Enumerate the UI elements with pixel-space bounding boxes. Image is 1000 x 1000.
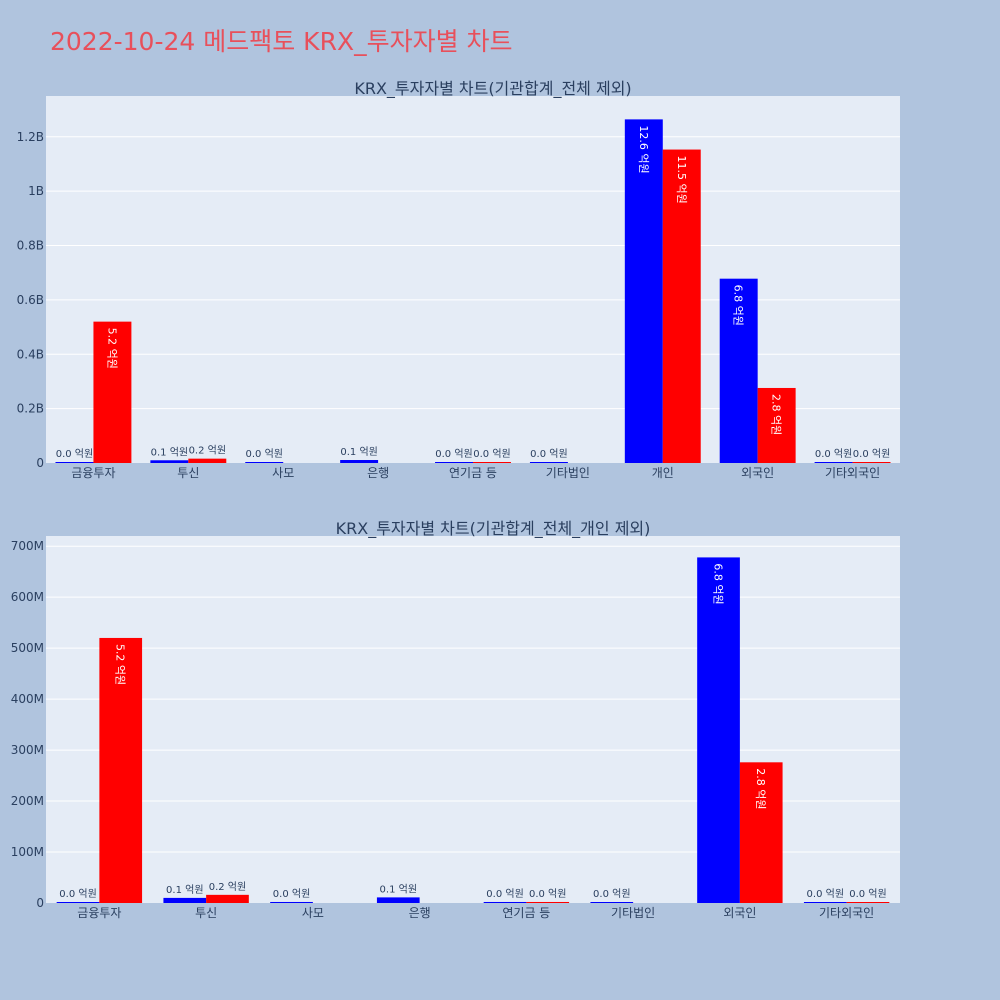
x-tick-label: 기타법인 <box>546 466 590 480</box>
data-label: 5.2 억원 <box>114 644 127 685</box>
data-label: 5.2 억원 <box>105 328 118 369</box>
bar-buy <box>245 462 284 463</box>
y-tick-label: 1B <box>28 184 44 198</box>
data-label: 0.1 억원 <box>380 883 417 895</box>
bar-sell <box>757 387 796 463</box>
y-tick-label: 0.8B <box>17 239 44 253</box>
data-label: 0.0 억원 <box>273 888 310 900</box>
y-tick-label: 0.6B <box>17 293 44 307</box>
data-label: 0.0 억원 <box>473 448 510 460</box>
bar-buy <box>435 462 473 463</box>
data-label: 0.1 억원 <box>340 446 377 458</box>
x-tick-label: 투신 <box>177 466 199 480</box>
data-label: 0.0 억원 <box>593 888 630 900</box>
x-tick-label: 개인 <box>652 466 674 480</box>
y-tick-label: 0.4B <box>17 347 44 361</box>
bar-sell <box>206 894 249 903</box>
y-tick-label: 100M <box>11 845 44 859</box>
y-tick-label: 1.2B <box>17 130 44 144</box>
x-tick-label: 외국인 <box>723 906 756 920</box>
page-title: 2022-10-24 메드팩토 KRX_투자자별 차트 <box>50 27 513 56</box>
x-tick-label: 은행 <box>367 465 389 480</box>
bar-buy <box>150 460 189 463</box>
data-label: 6.8 억원 <box>712 563 725 604</box>
bar-sell <box>93 321 132 463</box>
chart-title: KRX_투자자별 차트(기관합계_전체_개인 제외) <box>336 519 651 539</box>
bar-sell <box>526 901 570 903</box>
x-tick-label: 투신 <box>195 906 217 920</box>
x-tick-label: 기타법인 <box>611 906 655 920</box>
bar-sell <box>852 462 891 463</box>
chart-title: KRX_투자자별 차트(기관합계_전체 제외) <box>354 79 631 99</box>
chart-bottom: KRX_투자자별 차트(기관합계_전체_개인 제외) 0 100M 200M 300M 4… <box>11 519 900 920</box>
data-label: 0.0 억원 <box>246 448 283 460</box>
y-tick-label: 300M <box>11 743 44 757</box>
bar-sell <box>739 762 783 903</box>
data-label: 0.1 억원 <box>166 884 203 896</box>
chart-top: KRX_투자자별 차트(기관합계_전체 제외) 0 0.2B 0.4B 0.6B 0.8B… <box>17 79 900 480</box>
bar-buy <box>56 902 100 903</box>
x-tick-label: 사모 <box>302 906 324 920</box>
x-tick-label: 연기금 등 <box>502 906 550 920</box>
x-tick-label: 금융투자 <box>77 906 121 920</box>
data-label: 0.1 억원 <box>151 446 188 458</box>
data-label: 0.0 억원 <box>530 448 567 460</box>
x-tick-label: 기타외국인 <box>819 906 874 920</box>
data-label: 0.0 억원 <box>59 888 96 900</box>
bar-buy <box>803 902 847 903</box>
x-tick-label: 금융투자 <box>71 466 115 480</box>
y-tick-label: 500M <box>11 641 44 655</box>
bar-buy <box>814 462 853 463</box>
y-tick-label: 0 <box>36 456 44 470</box>
bar-sell <box>662 149 701 463</box>
bar-buy <box>55 462 94 463</box>
data-label: 0.0 억원 <box>486 888 523 900</box>
x-tick-label: 은행 <box>409 905 431 920</box>
y-tick-label: 400M <box>11 692 44 706</box>
data-label: 0.2 억원 <box>209 881 246 893</box>
bar-buy <box>590 902 634 903</box>
x-tick-label: 사모 <box>272 466 294 480</box>
bar-buy <box>697 557 740 903</box>
data-label: 0.2 억원 <box>189 445 226 457</box>
data-label: 11.5 억원 <box>675 156 688 204</box>
data-label: 0.0 억원 <box>807 888 844 900</box>
x-tick-label: 외국인 <box>741 466 774 480</box>
bar-sell <box>188 458 227 463</box>
data-label: 6.8 억원 <box>732 285 745 326</box>
bar-buy <box>270 901 313 903</box>
y-tick-label: 700M <box>11 539 44 553</box>
x-tick-label: 기타외국인 <box>825 466 880 480</box>
bar-sell <box>99 637 143 903</box>
data-label: 0.0 억원 <box>853 448 890 460</box>
y-tick-label: 200M <box>11 794 44 808</box>
data-label: 0.0 억원 <box>435 448 472 460</box>
bar-sell <box>846 902 890 903</box>
bar-buy <box>529 462 568 463</box>
bar-buy <box>483 901 527 903</box>
data-label: 0.0 억원 <box>529 888 566 900</box>
data-label: 2.8 억원 <box>770 394 783 435</box>
y-tick-label: 0 <box>36 896 44 910</box>
bar-buy <box>163 897 207 903</box>
x-tick-label: 연기금 등 <box>449 466 497 480</box>
data-label: 0.0 억원 <box>56 448 93 460</box>
data-label: 12.6 억원 <box>637 125 650 173</box>
data-label: 2.8 억원 <box>754 768 767 809</box>
bar-buy <box>719 278 758 463</box>
bar-buy <box>624 119 663 463</box>
y-tick-label: 0.2B <box>17 402 44 416</box>
y-tick-label: 600M <box>11 590 44 604</box>
bar-buy <box>340 460 379 463</box>
data-label: 0.0 억원 <box>815 448 852 460</box>
bar-buy <box>376 897 420 903</box>
bar-sell <box>473 462 511 463</box>
data-label: 0.0 억원 <box>849 888 886 900</box>
